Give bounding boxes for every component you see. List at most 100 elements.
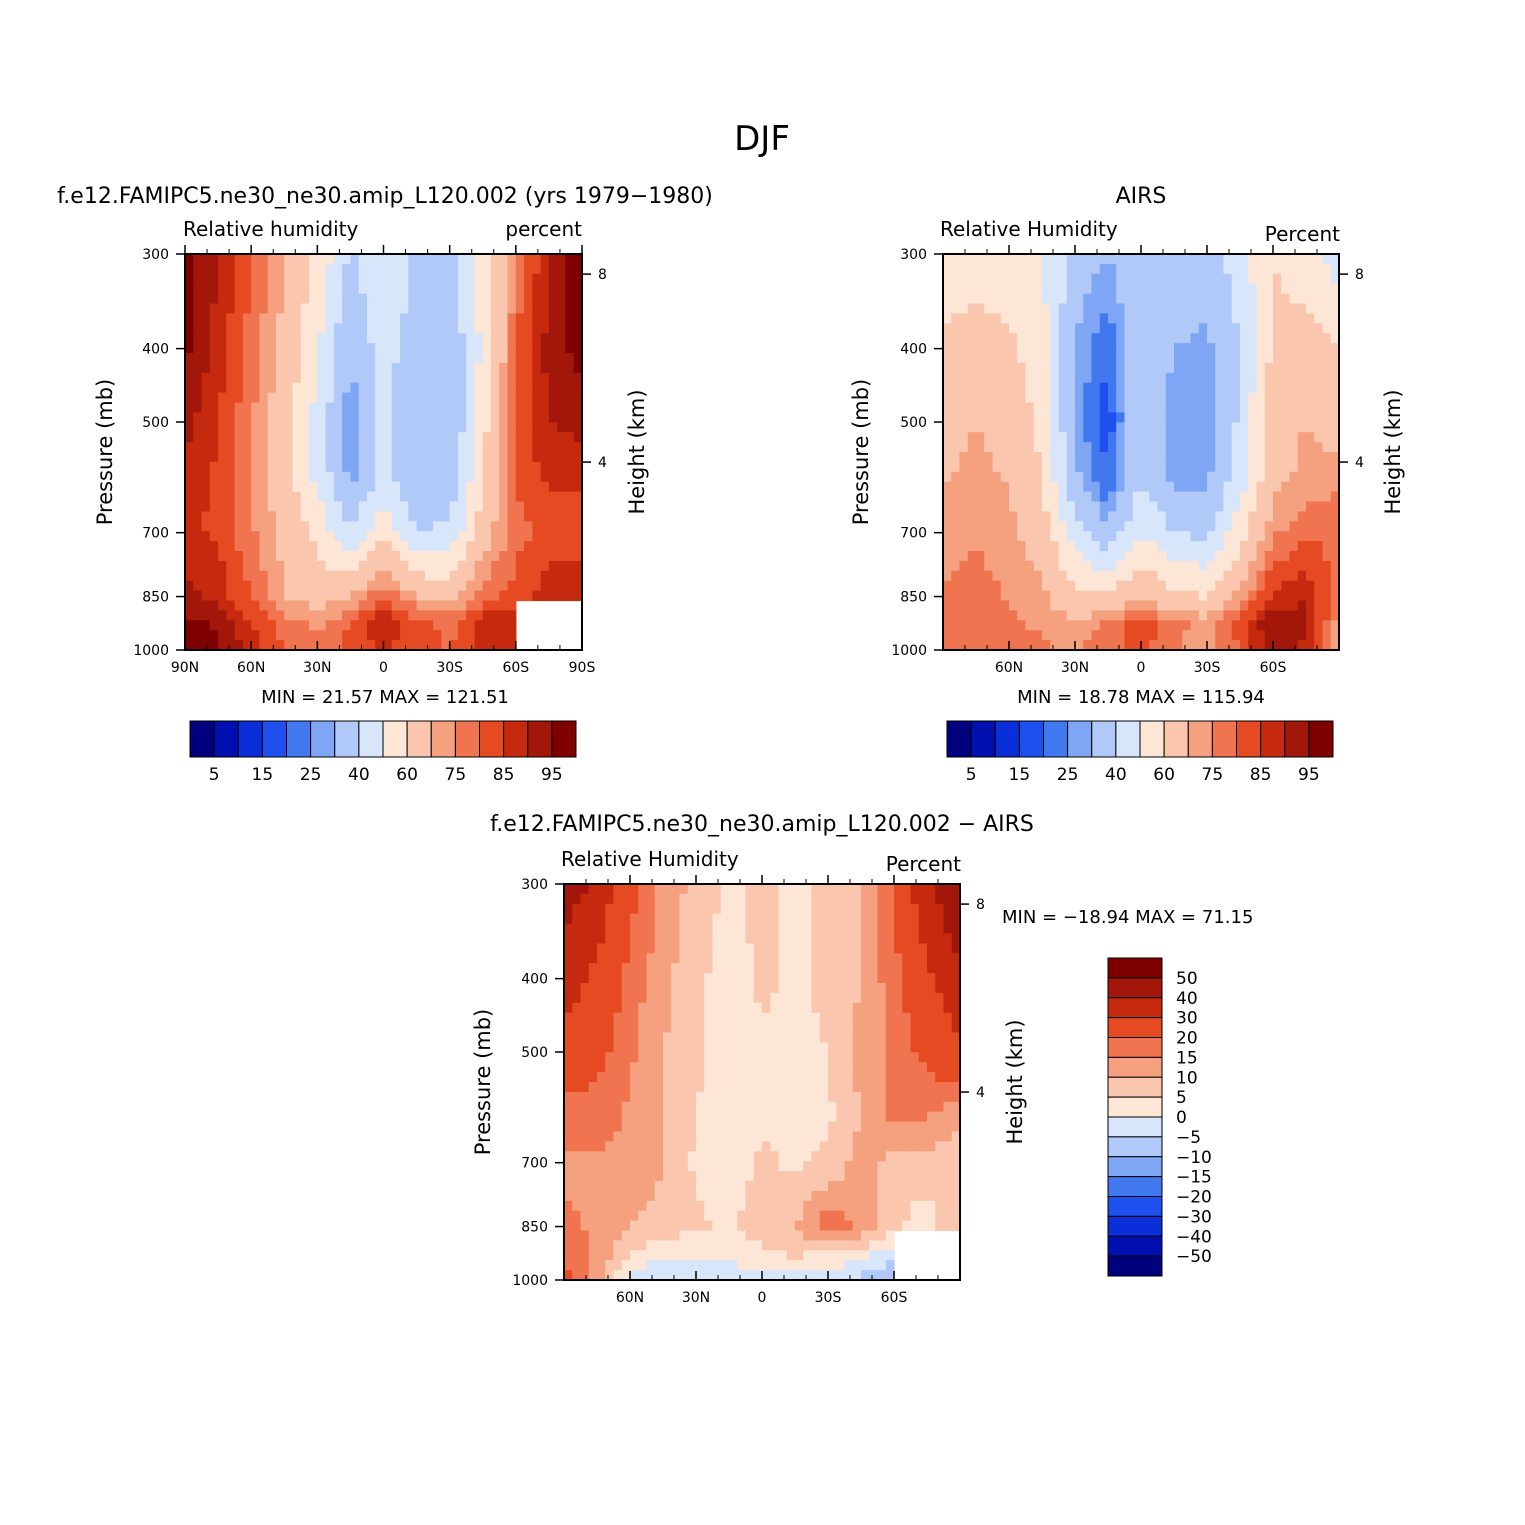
heatmap-cell [605,923,615,935]
heatmap-cell [1099,273,1109,285]
heatmap-cell [737,1190,747,1202]
heatmap-cell [1289,461,1299,473]
heatmap-cell [1264,630,1274,641]
heatmap-cell [976,273,985,285]
heatmap-cell [416,293,426,305]
heatmap-cell [729,1111,738,1123]
heatmap-cell [292,362,302,374]
heatmap-cell [1297,551,1307,562]
heatmap-cell [704,1072,714,1083]
heatmap-cell [984,600,994,611]
heatmap-cell [267,610,277,621]
heatmap-cell [1281,511,1291,522]
heatmap-cell [532,511,542,522]
heatmap-cell [580,1141,590,1152]
heatmap-cell [242,432,252,443]
heatmap-cell [1231,442,1241,453]
heatmap-cell [449,382,459,394]
heatmap-cell [762,933,771,944]
heatmap-cell [275,600,285,611]
heatmap-cell [654,1260,664,1271]
heatmap-cell [967,412,977,423]
heatmap-cell [292,402,302,413]
heatmap-cell [358,382,368,394]
heatmap-cell [449,580,459,592]
heatmap-cell [729,1250,738,1261]
heatmap-cell [1083,491,1093,503]
heatmap-cell [1157,620,1167,631]
heatmap-cell [433,293,442,305]
heatmap-cell [1017,610,1027,621]
heatmap-cell [457,372,467,384]
heatmap-cell [1058,343,1068,354]
heatmap-cell [226,323,236,334]
heatmap-cell [333,392,343,404]
heatmap-cell [1116,372,1126,384]
heatmap-cell [267,630,277,641]
heatmap-cell [350,590,360,602]
heatmap-cell [671,1161,681,1172]
heatmap-cell [317,610,327,621]
heatmap-cell [1256,303,1266,314]
colorbar-box [406,720,432,758]
heatmap-cell [646,1121,656,1133]
heatmap-cell [507,560,517,572]
heatmap-cell [325,580,335,592]
heatmap-cell [1042,531,1051,542]
heatmap-cell [1182,442,1192,453]
heatmap-cell [226,263,236,275]
heatmap-cell [251,263,261,275]
heatmap-cell [1264,471,1274,483]
heatmap-cell [762,913,771,925]
heatmap-cell [548,521,558,532]
heatmap-cell [424,491,434,503]
heatmap-cell [720,1190,730,1202]
heatmap-cell [1231,372,1241,384]
heatmap-cell [284,263,294,275]
heatmap-cell [234,600,244,611]
heatmap-cell [408,283,418,295]
heatmap-cell [1215,521,1225,532]
heatmap-cell [1165,580,1175,592]
heatmap-cell [1099,323,1109,334]
heatmap-cell [441,303,451,314]
heatmap-cell [457,620,467,631]
heatmap-cell [1215,273,1225,285]
heatmap-cell [1281,313,1291,324]
heatmap-cell [1025,551,1035,562]
heatmap-cell [466,471,476,483]
heatmap-cell [1157,333,1167,344]
heatmap-cell [597,923,606,935]
heatmap-cell [951,283,961,295]
heatmap-cell [499,353,509,364]
heatmap-cell [284,303,294,314]
heatmap-cell [1207,501,1216,512]
heatmap-cell [515,541,525,552]
heatmap-cell [491,283,500,295]
heatmap-cell [515,392,525,404]
heatmap-cell [630,973,639,984]
heatmap-cell [209,620,219,631]
heatmap-cell [193,293,203,305]
heatmap-cell [193,432,203,443]
heatmap-cell [663,1200,672,1212]
heatmap-cell [753,1042,763,1053]
heatmap-cell [300,551,310,562]
heatmap-cell [491,471,500,483]
heatmap-cell [383,333,393,344]
heatmap-cell [1248,263,1258,275]
heatmap-cell [671,1190,681,1202]
heatmap-cell [226,640,236,651]
heatmap-cell [704,1082,714,1093]
heatmap-cell [1314,303,1324,314]
heatmap-cell [943,263,952,275]
heatmap-cell [507,511,517,522]
heatmap-cell [457,323,467,334]
heatmap-cell [1042,382,1051,394]
heatmap-cell [646,1141,656,1152]
heatmap-cell [433,442,442,453]
heatmap-cell [366,630,376,641]
heatmap-cell [729,1171,738,1182]
heatmap-cell [540,491,550,503]
heatmap-cell [1240,511,1249,522]
